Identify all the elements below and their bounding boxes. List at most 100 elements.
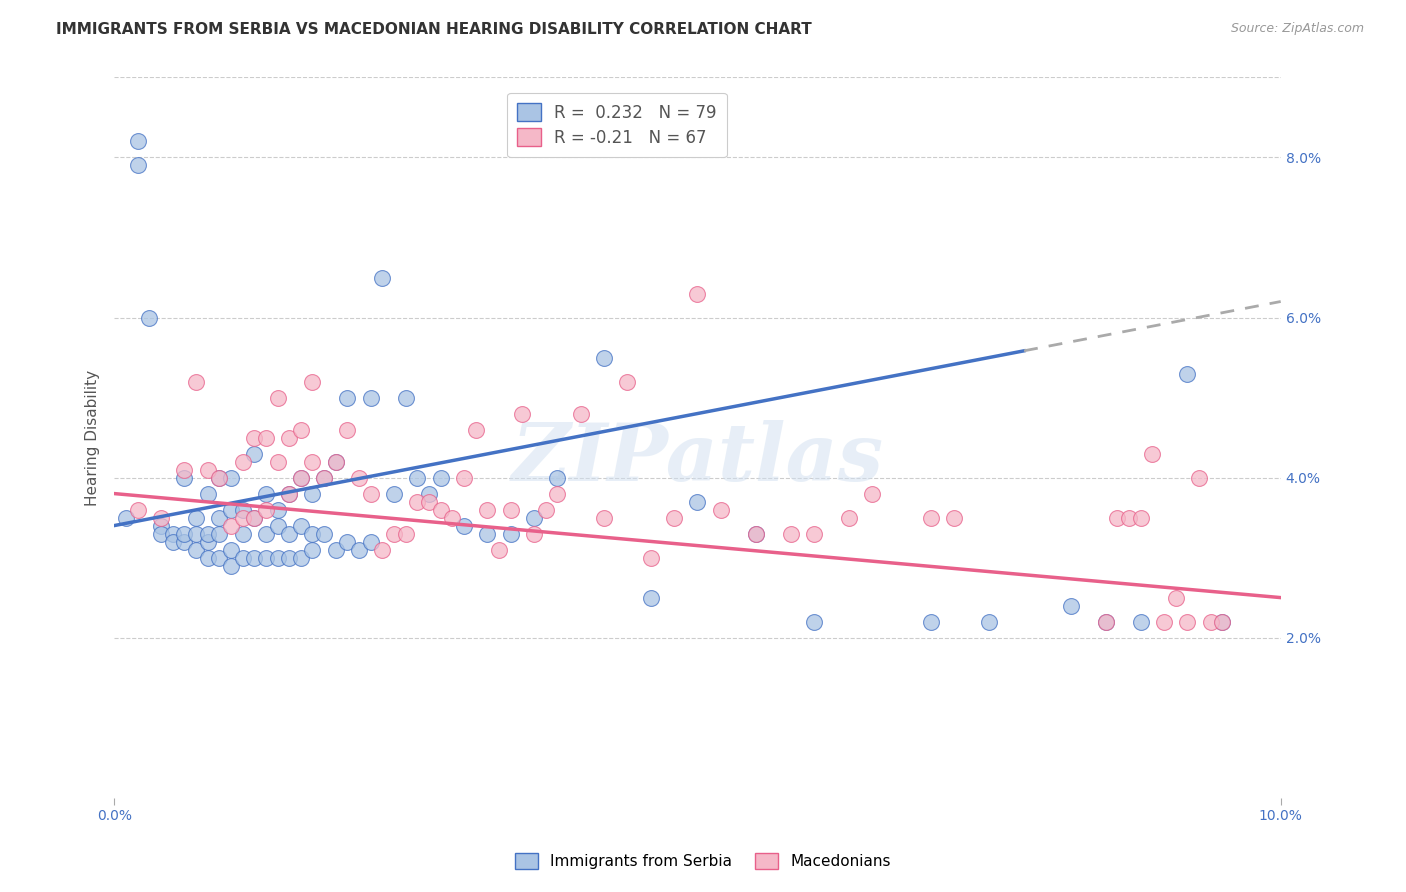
Point: [395, 526, 418, 541]
Point: [1211, 615, 1233, 629]
Point: [231, 454, 253, 468]
Point: [336, 534, 359, 549]
Point: [745, 526, 768, 541]
Point: [173, 526, 195, 541]
Legend: Immigrants from Serbia, Macedonians: Immigrants from Serbia, Macedonians: [509, 847, 897, 875]
Point: [569, 407, 592, 421]
Point: [418, 494, 440, 508]
Point: [278, 431, 301, 445]
Point: [301, 486, 323, 500]
Point: [360, 534, 382, 549]
Point: [371, 270, 394, 285]
Point: [301, 375, 323, 389]
Point: [1177, 367, 1199, 381]
Point: [336, 423, 359, 437]
Point: [184, 526, 207, 541]
Point: [1199, 615, 1222, 629]
Point: [1060, 599, 1083, 613]
Point: [173, 462, 195, 476]
Point: [453, 518, 475, 533]
Point: [371, 542, 394, 557]
Point: [231, 510, 253, 524]
Point: [162, 534, 184, 549]
Point: [243, 446, 266, 460]
Point: [862, 486, 884, 500]
Point: [382, 486, 405, 500]
Point: [127, 502, 149, 516]
Point: [197, 534, 219, 549]
Point: [231, 526, 253, 541]
Point: [208, 510, 231, 524]
Point: [546, 486, 568, 500]
Point: [243, 550, 266, 565]
Point: [464, 423, 486, 437]
Point: [314, 470, 336, 484]
Point: [418, 486, 440, 500]
Point: [254, 431, 277, 445]
Point: [197, 550, 219, 565]
Point: [301, 454, 323, 468]
Point: [115, 510, 138, 524]
Point: [710, 502, 733, 516]
Point: [254, 486, 277, 500]
Point: [1129, 510, 1152, 524]
Point: [593, 510, 616, 524]
Point: [977, 615, 1000, 629]
Point: [266, 454, 288, 468]
Point: [477, 526, 499, 541]
Point: [1177, 615, 1199, 629]
Point: [406, 494, 429, 508]
Point: [477, 502, 499, 516]
Point: [290, 470, 312, 484]
Point: [1188, 470, 1211, 484]
Point: [278, 486, 301, 500]
Point: [430, 502, 453, 516]
Point: [430, 470, 453, 484]
Point: [1211, 615, 1233, 629]
Point: [127, 159, 149, 173]
Point: [920, 510, 942, 524]
Point: [231, 502, 253, 516]
Point: [208, 470, 231, 484]
Point: [173, 534, 195, 549]
Point: [254, 550, 277, 565]
Point: [336, 391, 359, 405]
Point: [546, 470, 568, 484]
Point: [184, 510, 207, 524]
Point: [640, 591, 662, 605]
Point: [173, 470, 195, 484]
Point: [360, 486, 382, 500]
Point: [803, 526, 825, 541]
Point: [512, 407, 534, 421]
Point: [219, 470, 242, 484]
Point: [290, 423, 312, 437]
Point: [1129, 615, 1152, 629]
Point: [347, 542, 370, 557]
Point: [534, 502, 557, 516]
Point: [499, 502, 522, 516]
Point: [243, 510, 266, 524]
Text: IMMIGRANTS FROM SERBIA VS MACEDONIAN HEARING DISABILITY CORRELATION CHART: IMMIGRANTS FROM SERBIA VS MACEDONIAN HEA…: [56, 22, 813, 37]
Point: [149, 510, 172, 524]
Point: [640, 550, 662, 565]
Point: [314, 526, 336, 541]
Point: [1094, 615, 1116, 629]
Point: [395, 391, 418, 405]
Point: [325, 542, 347, 557]
Legend: R =  0.232   N = 79, R = -0.21   N = 67: R = 0.232 N = 79, R = -0.21 N = 67: [508, 93, 727, 157]
Point: [745, 526, 768, 541]
Point: [197, 462, 219, 476]
Point: [266, 518, 288, 533]
Point: [278, 526, 301, 541]
Point: [290, 470, 312, 484]
Point: [243, 510, 266, 524]
Point: [593, 351, 616, 365]
Point: [162, 526, 184, 541]
Point: [523, 510, 546, 524]
Point: [1118, 510, 1140, 524]
Point: [1164, 591, 1187, 605]
Point: [184, 375, 207, 389]
Text: ZIPatlas: ZIPatlas: [512, 420, 883, 498]
Point: [347, 470, 370, 484]
Point: [127, 135, 149, 149]
